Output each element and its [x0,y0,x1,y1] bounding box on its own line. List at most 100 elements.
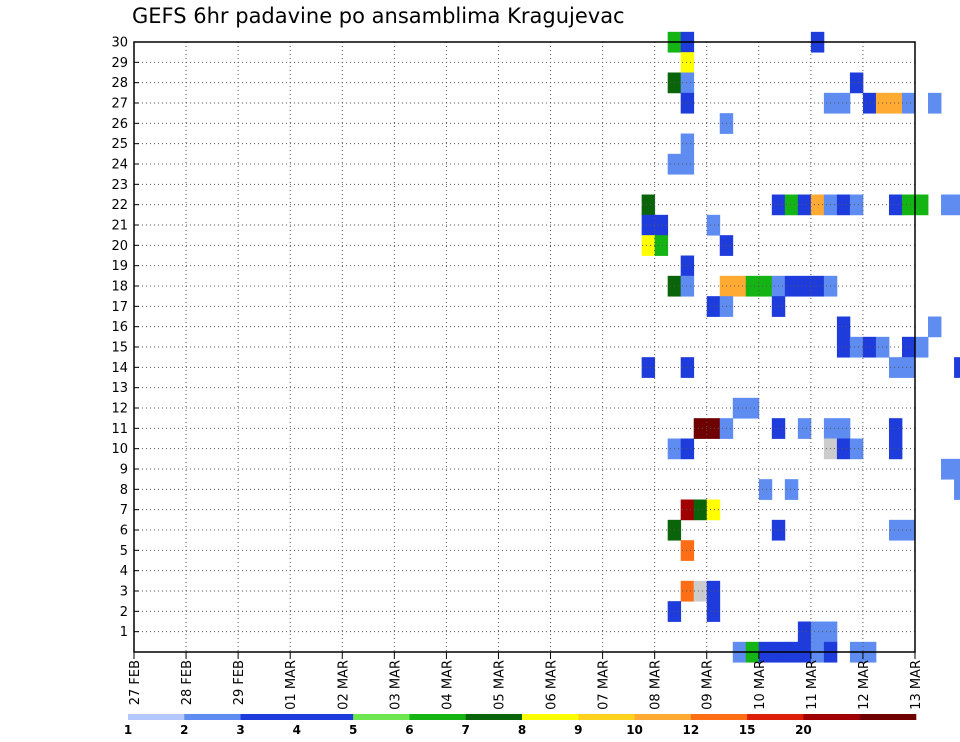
x-tick-label: 04 MAR [440,660,455,710]
colorbar-swatch [803,714,861,720]
x-tick-label: 11 MAR [805,660,820,710]
colorbar-label: 3 [236,723,244,737]
precip-cell [888,194,903,216]
y-tick-label: 25 [111,137,128,152]
precip-cell [706,296,721,317]
colorbar-swatch [690,714,748,720]
y-axis: 1234567891011121314151617181920212223242… [111,36,139,640]
precip-cell [849,438,864,460]
y-tick-label: 16 [111,320,128,335]
y-tick-label: 24 [111,158,128,173]
colorbar-label: 5 [349,723,357,737]
precip-cell [680,133,695,155]
precip-cell [745,397,760,419]
precip-cell [954,458,960,480]
precip-cell [693,580,708,602]
precip-cell [706,601,721,622]
x-tick-label: 27 FEB [128,660,143,705]
y-tick-label: 9 [120,463,128,478]
precip-cell [706,418,721,439]
precip-cell [954,194,960,216]
x-tick-label: 12 MAR [857,660,872,710]
precip-cell [641,194,656,216]
precip-cell [784,479,799,500]
precip-cell [693,418,708,439]
y-tick-label: 17 [111,300,128,315]
precip-cell [758,479,773,500]
precip-cell [732,275,747,297]
y-tick-label: 10 [111,442,128,457]
precip-cell [680,72,695,94]
precip-cell [784,194,799,216]
precip-cell [797,194,812,216]
precip-cell [706,214,721,236]
chart-title: GEFS 6hr padavine po ansamblima Kragujev… [132,4,625,28]
y-tick-label: 2 [120,605,128,620]
colorbar-swatch [465,714,523,720]
precip-cell [797,418,812,439]
precip-cell [888,438,903,460]
precip-cell [928,316,942,338]
precip-cell [849,72,864,94]
colorbar-swatch [184,714,241,720]
precip-cell [849,336,864,358]
colorbar-swatch [522,714,579,720]
colorbar-swatch [578,714,635,720]
precip-cell [797,275,812,297]
colorbar-label: 7 [462,723,470,737]
grid-lines [134,41,915,652]
y-tick-label: 14 [111,361,128,376]
precip-cell [706,499,721,521]
colorbar-label: 12 [683,723,700,737]
y-tick-label: 23 [111,178,128,193]
y-tick-label: 20 [111,239,128,254]
precip-cell [680,52,695,73]
x-tick-label: 28 FEB [180,660,195,705]
y-tick-label: 28 [111,76,128,91]
y-tick-label: 3 [120,585,128,600]
precip-cell [862,336,877,358]
colorbar-swatch [240,714,298,720]
precip-cell [836,418,851,439]
precip-cell [732,397,747,419]
precip-cell [680,255,695,277]
precip-cell [654,214,669,236]
y-tick-label: 7 [120,503,128,518]
precip-cell [654,235,669,256]
precip-cell [680,275,695,297]
precip-cell [954,479,960,500]
y-tick-label: 21 [111,219,128,234]
y-tick-label: 19 [111,259,128,274]
y-tick-label: 8 [120,483,128,498]
precip-cell [888,519,903,541]
x-tick-label: 03 MAR [388,660,403,710]
colorbar-label: 2 [180,723,188,737]
colorbar-label: 8 [518,723,526,737]
y-tick-label: 5 [120,544,128,559]
x-tick-label: 02 MAR [336,660,351,710]
colorbar-swatch [296,714,354,720]
colorbar-label: 10 [626,723,643,737]
precip-cell [928,92,942,114]
precip-cell [901,519,916,541]
y-tick-label: 29 [111,56,128,71]
colorbar-swatch [859,714,917,720]
precip-cell [901,357,916,378]
precip-cell [888,92,903,114]
precip-cell [680,92,695,114]
precip-cell [680,153,695,175]
precip-cell [901,336,916,358]
precip-cell [954,357,960,378]
precip-cell [641,214,656,236]
y-tick-label: 13 [111,381,128,396]
precip-cell [901,92,916,114]
x-tick-label: 01 MAR [284,660,299,710]
y-tick-label: 6 [120,524,128,539]
y-tick-label: 4 [120,564,128,579]
precip-cell [641,357,656,378]
precip-cell [941,194,955,216]
x-tick-label: 05 MAR [492,660,507,710]
x-axis: 27 FEB 28 FEB 29 FEB 01 MAR 02 MAR 03 MAR 04 M… [128,652,924,710]
colorbar-swatch [747,714,804,720]
x-tick-label: 06 MAR [545,660,560,710]
